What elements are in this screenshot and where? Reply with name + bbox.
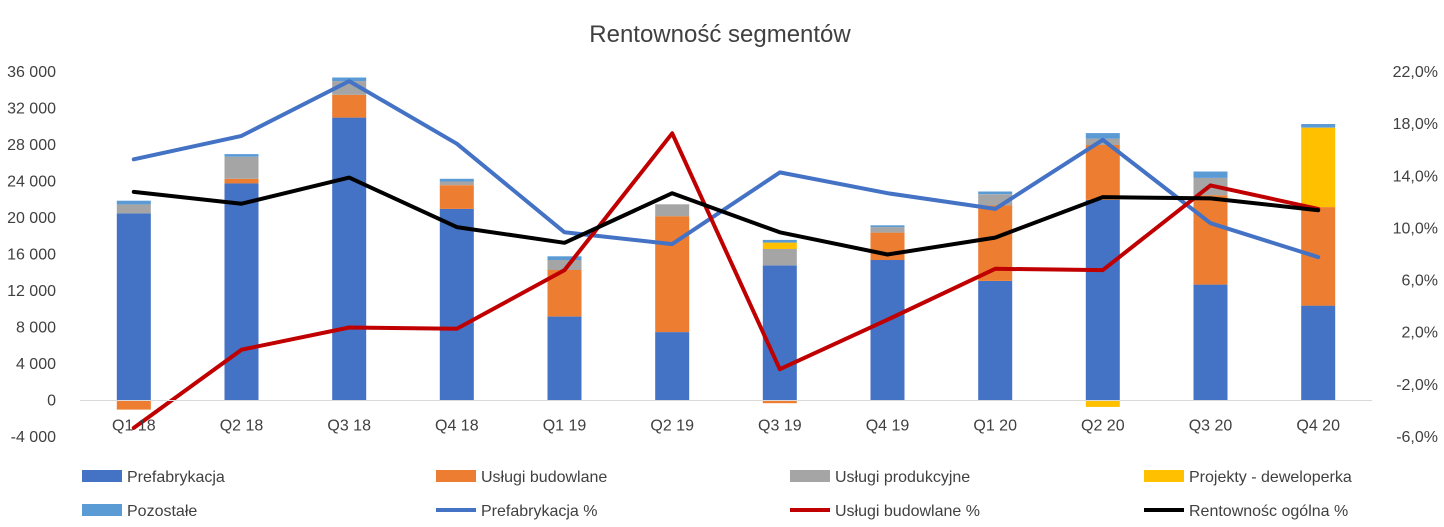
legend-swatch: [82, 504, 122, 516]
y-tick-label: -4 000: [11, 429, 56, 446]
bar-5-4: [439, 178, 474, 182]
line-series-1: [131, 79, 1321, 260]
y2-tick-label: 14,0%: [1393, 168, 1438, 185]
bar-2-4: [439, 185, 474, 209]
legend-label: Usługi budowlane %: [835, 503, 980, 520]
bar-3-5: [547, 260, 582, 270]
x-tick-label: Q4 19: [866, 418, 910, 435]
bar-1-9: [978, 281, 1013, 401]
bar-4-12: [1301, 127, 1336, 208]
bar-3-7: [762, 249, 797, 266]
x-tick-label: Q4 20: [1296, 418, 1340, 435]
bar-1-11: [1193, 284, 1228, 401]
y-tick-label: 20 000: [7, 210, 56, 227]
x-tick-label: Q2 18: [220, 418, 264, 435]
bar-layer: [116, 77, 1336, 410]
x-tick-label: Q2 19: [650, 418, 694, 435]
bar-1-4: [439, 208, 474, 401]
legend: Prefabrykacja Usługi budowlane Usługi prod…: [82, 469, 1352, 520]
y-tick-label: 24 000: [7, 174, 56, 191]
bar-5-2: [224, 154, 259, 157]
bar-1-8: [870, 260, 905, 401]
legend-label: Prefabrykacja: [127, 469, 225, 486]
chart-title: Rentowność segmentów: [589, 21, 851, 48]
y-tick-label: 4 000: [16, 356, 56, 373]
legend-swatch: [1144, 470, 1184, 482]
bar-5-5: [547, 256, 582, 260]
legend-label: Projekty - deweloperka: [1189, 469, 1352, 486]
y-tick-label: 28 000: [7, 137, 56, 154]
legend-swatch: [82, 470, 122, 482]
bar-1-12: [1301, 305, 1336, 401]
bar-1-3: [332, 117, 367, 401]
bar-3-8: [870, 227, 905, 233]
y-tick-label: 12 000: [7, 283, 56, 300]
x-tick-label: Q3 18: [327, 418, 371, 435]
line-series-2: [131, 131, 1321, 430]
y2-tick-label: -2,0%: [1396, 377, 1438, 394]
bar-1-2: [224, 183, 259, 401]
bar-3-4: [439, 181, 474, 186]
x-tick-label: Q1 20: [973, 418, 1017, 435]
bar-3-6: [655, 204, 690, 217]
bar-3-2: [224, 156, 259, 179]
x-tick-label: Q3 19: [758, 418, 802, 435]
bar-5-1: [116, 200, 151, 205]
y2-tick-label: 6,0%: [1402, 273, 1438, 290]
bar-5-12: [1301, 124, 1336, 128]
x-tick-label: Q3 20: [1189, 418, 1233, 435]
line-series-3: [131, 175, 1321, 257]
bar-1-5: [547, 316, 582, 401]
legend-swatch: [436, 470, 476, 482]
bar-1-6: [655, 332, 690, 401]
y2-tick-label: 18,0%: [1393, 116, 1438, 133]
bar-2-2: [224, 178, 259, 184]
bar-5-8: [870, 225, 905, 228]
y-tick-label: 16 000: [7, 247, 56, 264]
bar-4-7: [762, 242, 797, 249]
x-tick-label: Q2 20: [1081, 418, 1125, 435]
bar-2-10: [1085, 145, 1120, 200]
x-tick-label: Q4 18: [435, 418, 479, 435]
legend-label: Pozostałe: [127, 503, 197, 520]
bar-3-1: [116, 204, 151, 214]
bar-5-10: [1085, 133, 1120, 139]
legend-swatch: [790, 470, 830, 482]
y2-tick-label: 2,0%: [1402, 325, 1438, 342]
legend-label: Rentownośc ogólna %: [1189, 503, 1348, 520]
line-layer: [131, 79, 1321, 430]
legend-label: Usługi produkcyjne: [835, 469, 970, 486]
y2-tick-label: 10,0%: [1393, 220, 1438, 237]
y-tick-label: 8 000: [16, 320, 56, 337]
legend-label: Usługi budowlane: [481, 469, 607, 486]
legend-label: Prefabrykacja %: [481, 503, 598, 520]
bar-2-7: [762, 400, 797, 404]
bar-3-9: [978, 194, 1013, 206]
y-tick-label: 32 000: [7, 101, 56, 118]
y-tick-label: 0: [47, 393, 56, 410]
y-tick-label: 36 000: [7, 64, 56, 81]
bar-1-1: [116, 213, 151, 401]
bar-5-7: [762, 239, 797, 243]
x-tick-label: Q1 18: [112, 418, 156, 435]
x-tick-label: Q1 19: [543, 418, 587, 435]
bar-4-10: [1085, 400, 1120, 407]
y2-tick-label: 22,0%: [1393, 64, 1438, 81]
bar-5-9: [978, 191, 1013, 195]
bar-2-1: [116, 400, 151, 410]
bar-2-11: [1193, 195, 1228, 285]
bar-1-7: [762, 265, 797, 401]
axis-layer: -4 000 0 4 000 8 000 12 000 16 000 20 000 24 00…: [7, 64, 1438, 446]
y2-tick-label: -6,0%: [1396, 429, 1438, 446]
bar-2-3: [332, 94, 367, 118]
bar-2-6: [655, 216, 690, 333]
bar-5-11: [1193, 171, 1228, 178]
bar-1-10: [1085, 199, 1120, 401]
